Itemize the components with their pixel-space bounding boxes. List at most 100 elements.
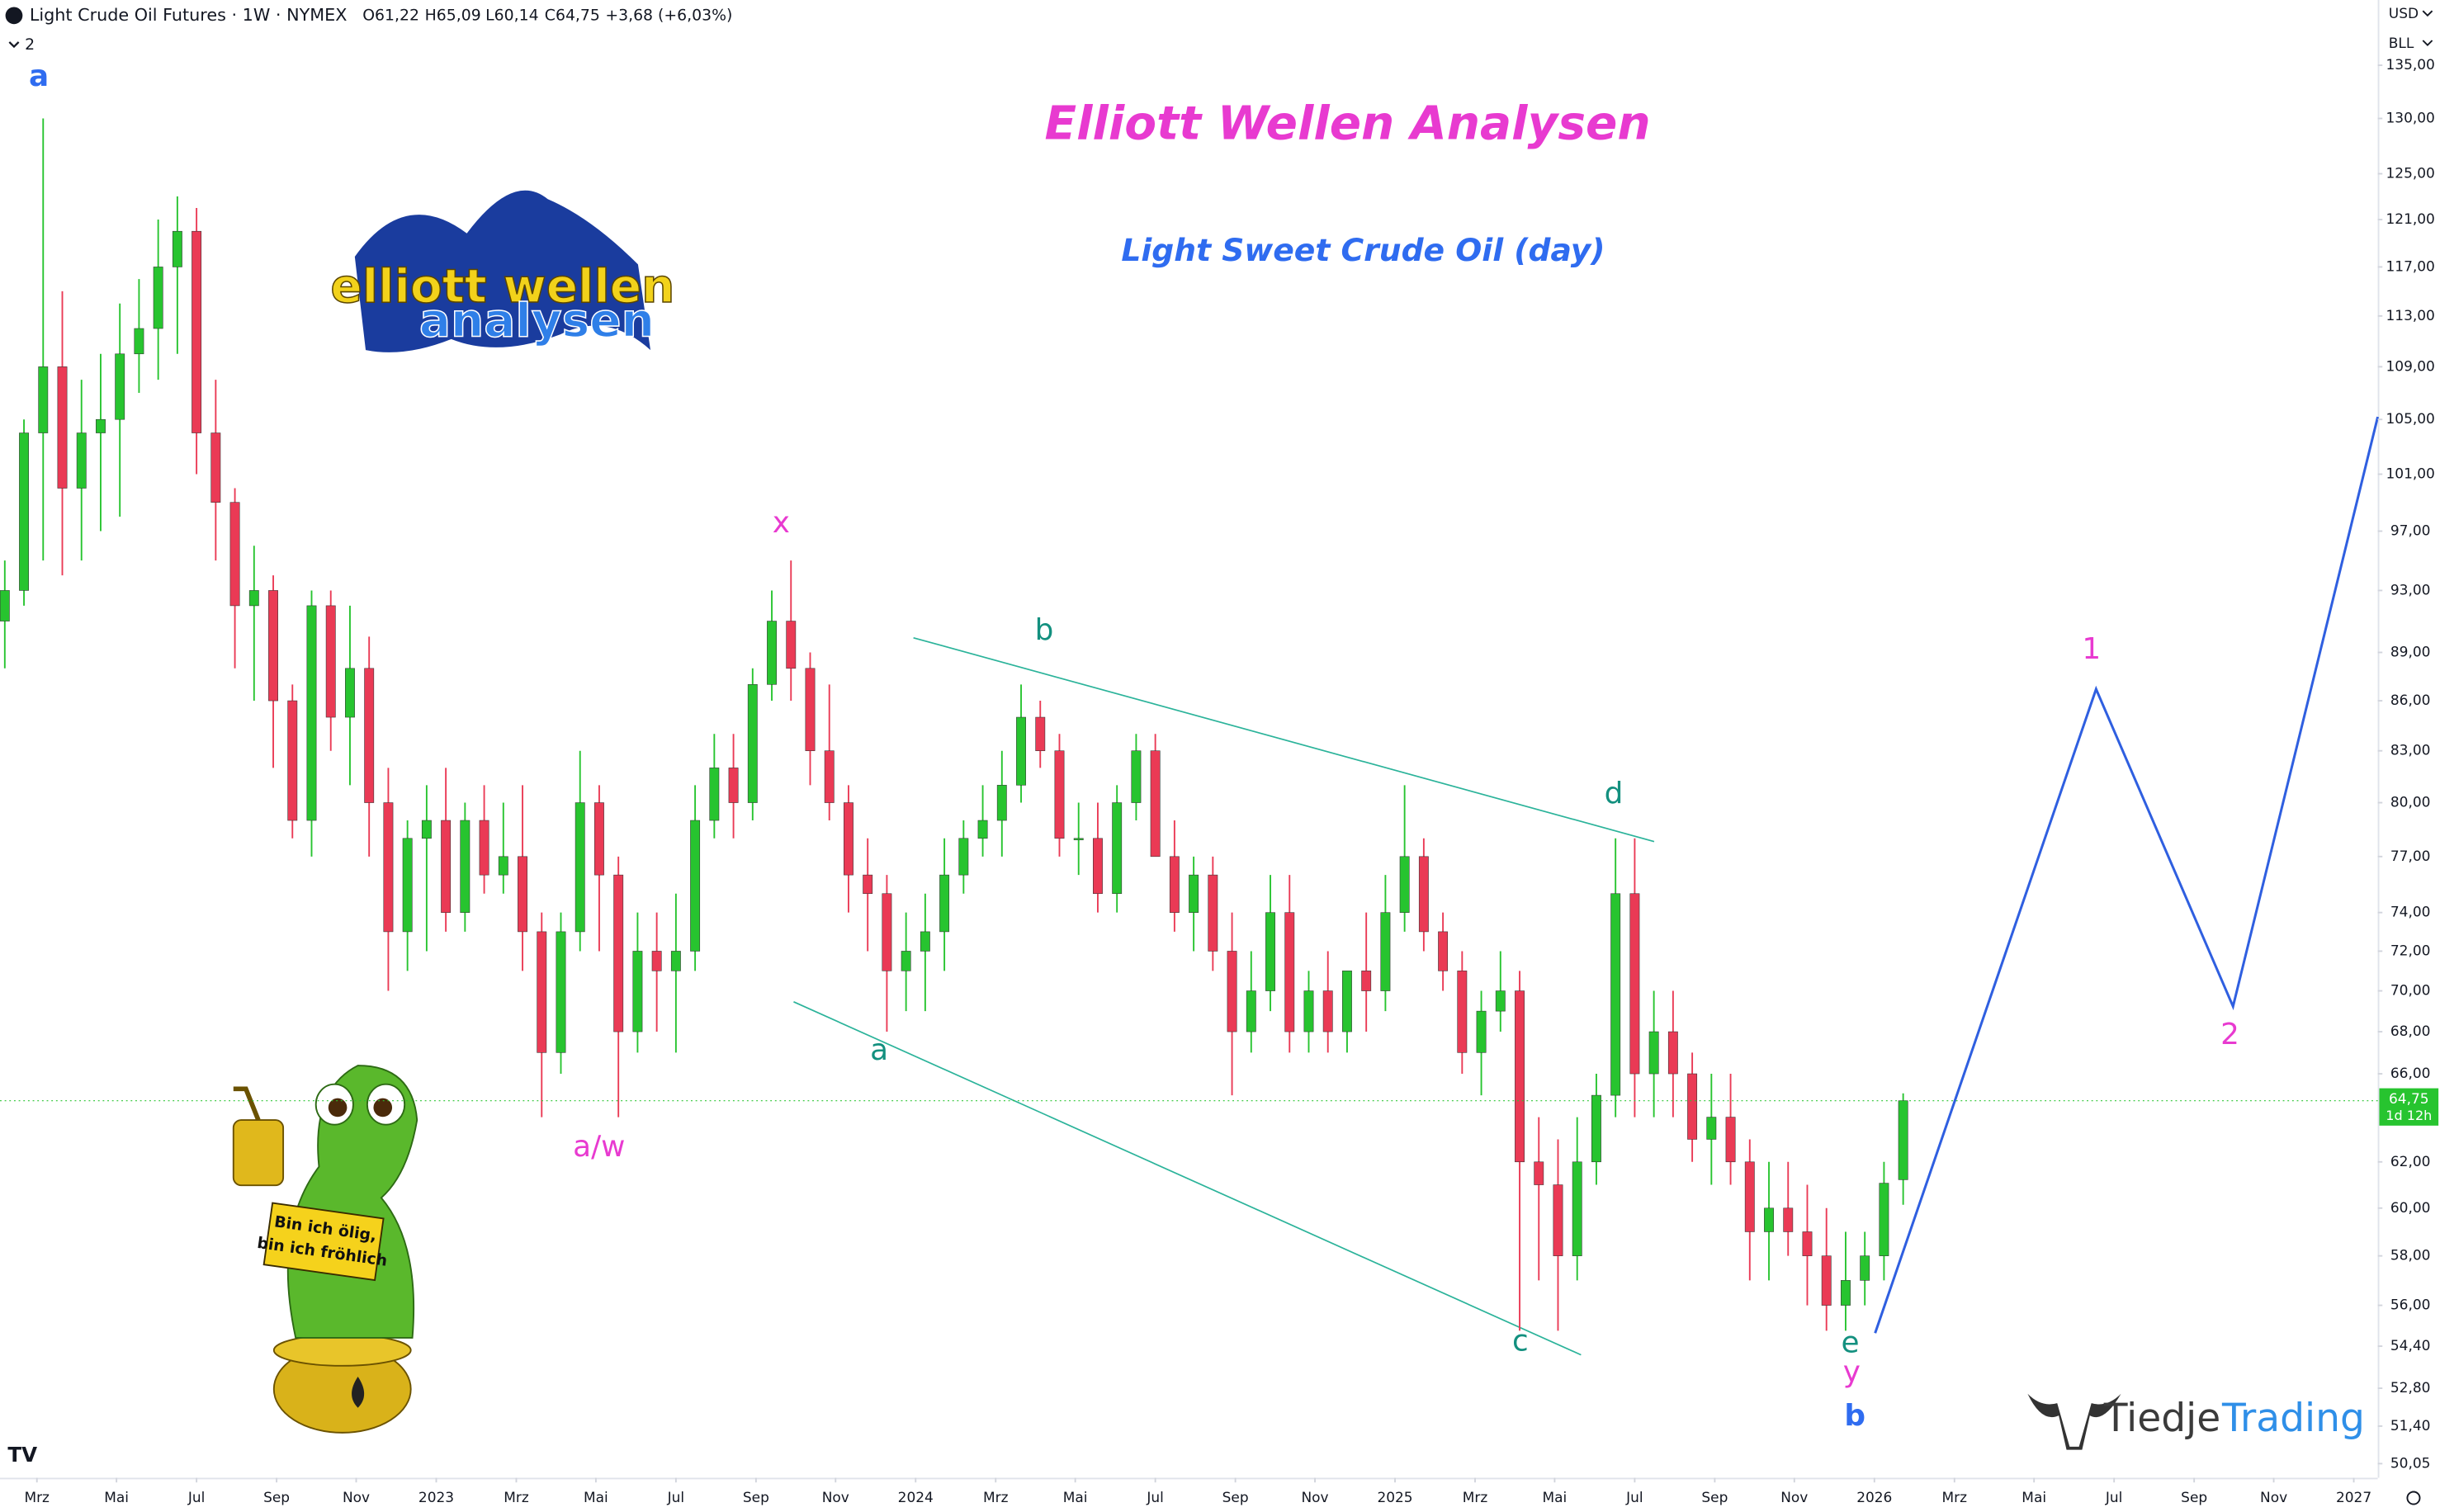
candle-body	[1553, 1184, 1563, 1256]
candle-body	[1648, 1031, 1659, 1075]
candle-body	[958, 838, 969, 876]
candle-body	[1227, 951, 1237, 1032]
symbol-name[interactable]: Light Crude Oil Futures · 1W · NYMEX	[30, 5, 348, 25]
candle-body	[1189, 874, 1199, 913]
y-tick-label: 117,00	[2386, 258, 2435, 274]
brand-part1: Tiedje	[2103, 1396, 2220, 1441]
candle-body	[1476, 1010, 1487, 1053]
candle-body	[728, 768, 739, 803]
candle-body	[192, 230, 202, 433]
candle-body	[1438, 931, 1449, 971]
x-tick-label: 2025	[1377, 1489, 1412, 1505]
candle-body	[421, 820, 432, 839]
symbol-icon[interactable]	[5, 7, 23, 25]
settings-icon[interactable]	[2406, 1491, 2421, 1505]
candle-body	[1783, 1207, 1794, 1232]
x-tick-label: Sep	[1222, 1489, 1249, 1505]
wave-label: b	[1035, 613, 1054, 647]
y-tick-label: 66,00	[2390, 1065, 2431, 1081]
x-tick-label: Jul	[2105, 1489, 2122, 1505]
indicator-count[interactable]: 2	[25, 36, 35, 54]
candle-body	[1629, 893, 1640, 1075]
candle-body	[824, 750, 835, 803]
unit-dropdown[interactable]	[2422, 40, 2433, 46]
candle-body	[1744, 1161, 1755, 1232]
candle-body	[996, 785, 1007, 821]
croc-pupil	[328, 1098, 348, 1117]
candle-body	[575, 802, 585, 933]
candle-body	[1284, 912, 1295, 1032]
x-tick-label: Nov	[2260, 1489, 2287, 1505]
y-tick-label: 93,00	[2390, 581, 2431, 598]
candle-body	[115, 353, 125, 420]
logo-flag	[354, 190, 651, 352]
x-tick-label: Mai	[104, 1489, 129, 1505]
candle-body	[670, 951, 681, 971]
candle-body	[441, 820, 452, 913]
candle-body	[325, 605, 336, 718]
y-tick-label: 68,00	[2390, 1023, 2431, 1039]
candle-body	[479, 820, 489, 876]
candle-body	[863, 874, 873, 895]
y-tick-label: 135,00	[2386, 56, 2435, 73]
candle-body	[1495, 990, 1506, 1012]
candle-body	[1879, 1183, 1889, 1256]
x-tick-label: Sep	[743, 1489, 769, 1505]
candle-body	[1265, 912, 1275, 991]
x-tick-label: Sep	[2181, 1489, 2207, 1505]
candle-body	[402, 838, 413, 933]
oil-can	[232, 1119, 285, 1187]
ohlc-high: H65,09	[425, 7, 481, 24]
x-tick-label: Mai	[1063, 1489, 1088, 1505]
candle-body	[1764, 1207, 1774, 1232]
y-tick-label: 109,00	[2386, 357, 2435, 374]
wave-label: c	[1512, 1325, 1529, 1358]
candle-body	[38, 366, 49, 433]
candle-body	[1208, 874, 1218, 952]
y-tick-label: 58,00	[2390, 1247, 2431, 1264]
wave-label: y	[1843, 1355, 1861, 1389]
brand: Tiedje Trading	[2027, 1393, 2365, 1450]
y-tick-label: 56,00	[2390, 1297, 2431, 1313]
candle-body	[1418, 856, 1429, 933]
candle-body	[134, 328, 144, 355]
unit[interactable]: BLL	[2389, 35, 2414, 51]
candle-body	[345, 668, 355, 718]
x-tick-label: Mai	[1543, 1489, 1568, 1505]
candle-body	[383, 802, 394, 933]
indicator-toggle[interactable]	[8, 41, 20, 49]
candle-body	[1841, 1280, 1851, 1306]
candle-body	[1687, 1073, 1698, 1140]
sign: Bin ich ölig, bin ich fröhlich	[256, 1202, 388, 1282]
candle-body	[1706, 1117, 1717, 1140]
x-tick-label: Mrz	[504, 1489, 529, 1505]
y-tick-label: 105,00	[2386, 410, 2435, 427]
x-tick-label: 2024	[898, 1489, 934, 1505]
candle-body	[901, 951, 911, 971]
currency-dropdown[interactable]	[2422, 10, 2433, 17]
candle-body	[229, 502, 240, 607]
x-tick-label: Nov	[1780, 1489, 1808, 1505]
channel-upper	[913, 636, 1655, 843]
candle-body	[920, 931, 930, 952]
candle-body	[786, 621, 797, 669]
currency[interactable]: USD	[2389, 5, 2419, 21]
candle-body	[287, 700, 298, 821]
x-tick-label: Sep	[1701, 1489, 1728, 1505]
brand-icon	[2027, 1393, 2121, 1450]
candle-body	[1150, 750, 1161, 858]
y-tick-label: 51,40	[2390, 1417, 2431, 1434]
candle-body	[0, 590, 10, 621]
candle-body	[805, 668, 816, 751]
ohlc-change: +3,68 (+6,03%)	[605, 7, 732, 24]
tradingview-logo[interactable]: TV	[7, 1443, 37, 1467]
x-tick-label: Mrz	[983, 1489, 1009, 1505]
y-tick-label: 60,00	[2390, 1199, 2431, 1216]
y-tick-label: 86,00	[2390, 692, 2431, 708]
candle-body	[76, 432, 87, 489]
y-tick-label: 70,00	[2390, 982, 2431, 999]
candle-body	[1802, 1231, 1813, 1256]
candle-body	[306, 605, 317, 821]
y-tick-label: 101,00	[2386, 465, 2435, 482]
